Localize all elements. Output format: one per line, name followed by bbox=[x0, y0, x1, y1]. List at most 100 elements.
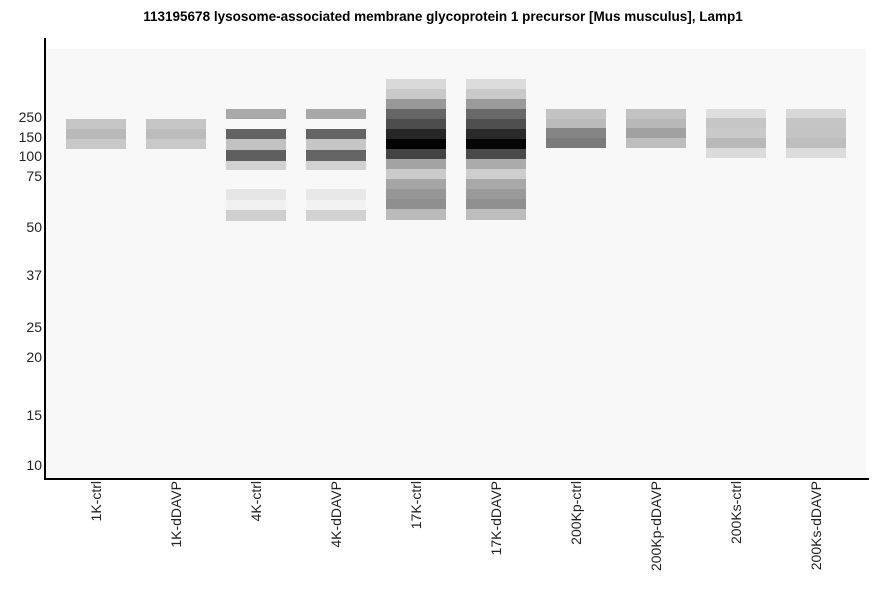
band bbox=[226, 200, 286, 210]
band bbox=[466, 119, 526, 129]
band bbox=[386, 189, 446, 199]
band bbox=[306, 109, 366, 119]
band bbox=[306, 161, 366, 170]
band bbox=[386, 149, 446, 159]
x-axis-label: 200Kp-dDAVP bbox=[648, 481, 664, 572]
band bbox=[306, 150, 366, 161]
y-axis-line bbox=[44, 38, 46, 480]
x-axis-label: 4K-dDAVP bbox=[328, 481, 344, 548]
band bbox=[546, 138, 606, 148]
band bbox=[306, 210, 366, 221]
band bbox=[706, 128, 766, 138]
band bbox=[706, 148, 766, 158]
lane bbox=[546, 0, 606, 478]
band bbox=[386, 179, 446, 189]
band bbox=[226, 139, 286, 150]
band bbox=[66, 139, 126, 149]
band bbox=[386, 99, 446, 109]
band bbox=[466, 209, 526, 220]
band bbox=[786, 138, 846, 148]
chart-title: 113195678 lysosome-associated membrane g… bbox=[143, 9, 743, 24]
band bbox=[546, 128, 606, 138]
band bbox=[466, 149, 526, 159]
band bbox=[626, 109, 686, 119]
band bbox=[146, 129, 206, 139]
lane bbox=[466, 0, 526, 478]
band bbox=[226, 129, 286, 139]
band bbox=[146, 119, 206, 129]
band bbox=[786, 148, 846, 158]
band bbox=[386, 119, 446, 129]
band bbox=[466, 129, 526, 139]
band bbox=[466, 109, 526, 119]
band bbox=[466, 189, 526, 199]
y-tick-label: 50 bbox=[26, 219, 42, 235]
band bbox=[466, 79, 526, 89]
band bbox=[626, 119, 686, 128]
y-tick-label: 10 bbox=[26, 457, 42, 473]
band bbox=[466, 199, 526, 209]
band bbox=[546, 109, 606, 119]
band bbox=[706, 109, 766, 118]
band bbox=[546, 119, 606, 128]
band bbox=[66, 129, 126, 139]
band bbox=[386, 139, 446, 149]
band bbox=[626, 128, 686, 138]
band bbox=[386, 159, 446, 169]
band bbox=[306, 129, 366, 139]
band bbox=[386, 169, 446, 179]
band bbox=[786, 109, 846, 118]
lane bbox=[306, 0, 366, 478]
lane bbox=[66, 0, 126, 478]
band bbox=[306, 200, 366, 210]
band bbox=[786, 128, 846, 138]
band bbox=[466, 89, 526, 99]
y-tick-label: 250 bbox=[18, 109, 42, 125]
x-axis-label: 1K-dDAVP bbox=[168, 481, 184, 548]
band bbox=[226, 109, 286, 119]
lane bbox=[226, 0, 286, 478]
band bbox=[466, 169, 526, 179]
y-tick-label: 75 bbox=[26, 168, 42, 184]
band bbox=[626, 138, 686, 148]
band bbox=[706, 138, 766, 148]
band bbox=[466, 99, 526, 109]
band bbox=[66, 119, 126, 129]
band bbox=[386, 199, 446, 209]
x-axis-label: 1K-ctrl bbox=[88, 481, 104, 522]
band bbox=[386, 129, 446, 139]
x-axis-label: 17K-dDAVP bbox=[488, 481, 504, 556]
x-axis-label: 200Kp-ctrl bbox=[568, 481, 584, 545]
band bbox=[226, 161, 286, 170]
band bbox=[306, 139, 366, 150]
band bbox=[386, 79, 446, 89]
lane bbox=[386, 0, 446, 478]
lane bbox=[786, 0, 846, 478]
y-tick-label: 100 bbox=[18, 148, 42, 164]
band bbox=[466, 139, 526, 149]
band bbox=[226, 150, 286, 161]
band bbox=[146, 139, 206, 149]
x-axis-label: 17K-ctrl bbox=[408, 481, 424, 530]
band bbox=[226, 189, 286, 200]
y-tick-label: 15 bbox=[26, 407, 42, 423]
band bbox=[466, 159, 526, 169]
x-axis-label: 200Ks-dDAVP bbox=[808, 481, 824, 571]
band bbox=[386, 209, 446, 220]
x-axis-label: 4K-ctrl bbox=[248, 481, 264, 522]
lane bbox=[706, 0, 766, 478]
band bbox=[786, 118, 846, 128]
band bbox=[706, 118, 766, 128]
band bbox=[306, 189, 366, 200]
y-tick-label: 20 bbox=[26, 349, 42, 365]
x-axis-label: 200Ks-ctrl bbox=[728, 481, 744, 545]
band bbox=[386, 109, 446, 119]
lane bbox=[146, 0, 206, 478]
band bbox=[226, 210, 286, 221]
y-tick-label: 37 bbox=[26, 267, 42, 283]
band bbox=[386, 89, 446, 99]
y-tick-label: 150 bbox=[18, 129, 42, 145]
lane bbox=[626, 0, 686, 478]
y-tick-label: 25 bbox=[26, 319, 42, 335]
